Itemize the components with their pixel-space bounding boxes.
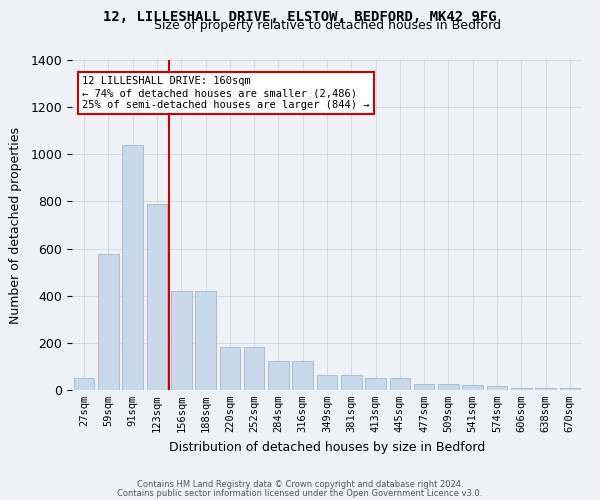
Bar xyxy=(171,291,191,390)
Text: Contains public sector information licensed under the Open Government Licence v3: Contains public sector information licen… xyxy=(118,490,482,498)
Text: Contains HM Land Registry data © Crown copyright and database right 2024.: Contains HM Land Registry data © Crown c… xyxy=(137,480,463,489)
Y-axis label: Number of detached properties: Number of detached properties xyxy=(9,126,22,324)
Bar xyxy=(220,347,240,390)
Bar xyxy=(74,378,94,390)
Text: 12 LILLESHALL DRIVE: 160sqm
← 74% of detached houses are smaller (2,486)
25% of : 12 LILLESHALL DRIVE: 160sqm ← 74% of det… xyxy=(82,76,370,110)
Bar xyxy=(317,374,337,390)
Title: Size of property relative to detached houses in Bedford: Size of property relative to detached ho… xyxy=(154,20,500,32)
Text: 12, LILLESHALL DRIVE, ELSTOW, BEDFORD, MK42 9FG: 12, LILLESHALL DRIVE, ELSTOW, BEDFORD, M… xyxy=(103,10,497,24)
Bar xyxy=(244,347,265,390)
Bar xyxy=(98,254,119,390)
Bar xyxy=(146,204,167,390)
Bar xyxy=(438,384,459,390)
Bar xyxy=(463,386,483,390)
Bar xyxy=(511,388,532,390)
Bar xyxy=(389,378,410,390)
Bar xyxy=(341,374,362,390)
Bar xyxy=(535,388,556,390)
Bar xyxy=(487,386,508,390)
Bar xyxy=(365,378,386,390)
X-axis label: Distribution of detached houses by size in Bedford: Distribution of detached houses by size … xyxy=(169,440,485,454)
Bar xyxy=(414,384,434,390)
Bar xyxy=(292,360,313,390)
Bar xyxy=(122,145,143,390)
Bar xyxy=(560,388,580,390)
Bar xyxy=(268,360,289,390)
Bar xyxy=(195,291,216,390)
